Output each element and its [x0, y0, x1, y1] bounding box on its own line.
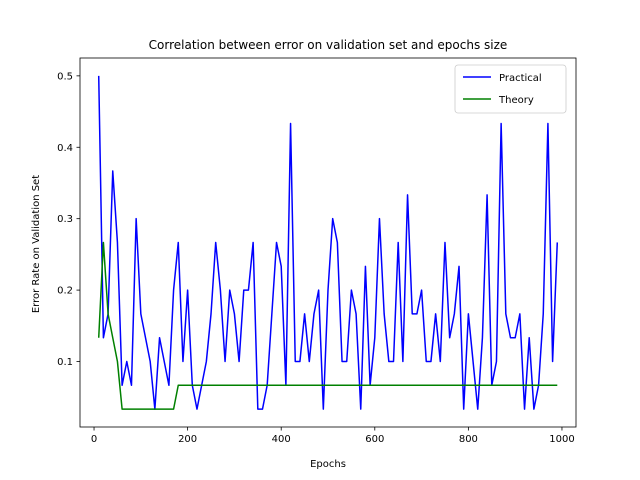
plot-area [97, 75, 559, 410]
legend-label-theory: Theory [498, 95, 534, 106]
chart-title: Correlation between error on validation … [149, 38, 508, 52]
y-tick-label: 0.5 [57, 71, 73, 82]
series-line-practical [97, 75, 559, 410]
x-tick-label: 600 [365, 434, 384, 445]
y-tick-label: 0.1 [57, 357, 73, 368]
legend: Practical Theory [454, 64, 567, 114]
legend-label-practical: Practical [499, 73, 542, 84]
y-tick-label: 0.3 [57, 214, 73, 225]
axes: 0 200 400 600 800 1000 0.1 0.2 0.3 0.4 0.5 [57, 57, 577, 445]
x-tick-label: 0 [91, 434, 97, 445]
x-tick-label: 200 [178, 434, 197, 445]
x-tick-label: 400 [272, 434, 291, 445]
series-line-theory [97, 241, 558, 410]
y-tick-label: 0.4 [57, 143, 73, 154]
y-tick-label: 0.2 [57, 286, 73, 297]
x-axis-label: Epochs [310, 459, 346, 470]
y-axis-label: Error Rate on Validation Set [31, 175, 42, 313]
x-tick-label: 1000 [549, 434, 574, 445]
axes-frame [79, 57, 577, 428]
x-tick-label: 800 [459, 434, 478, 445]
